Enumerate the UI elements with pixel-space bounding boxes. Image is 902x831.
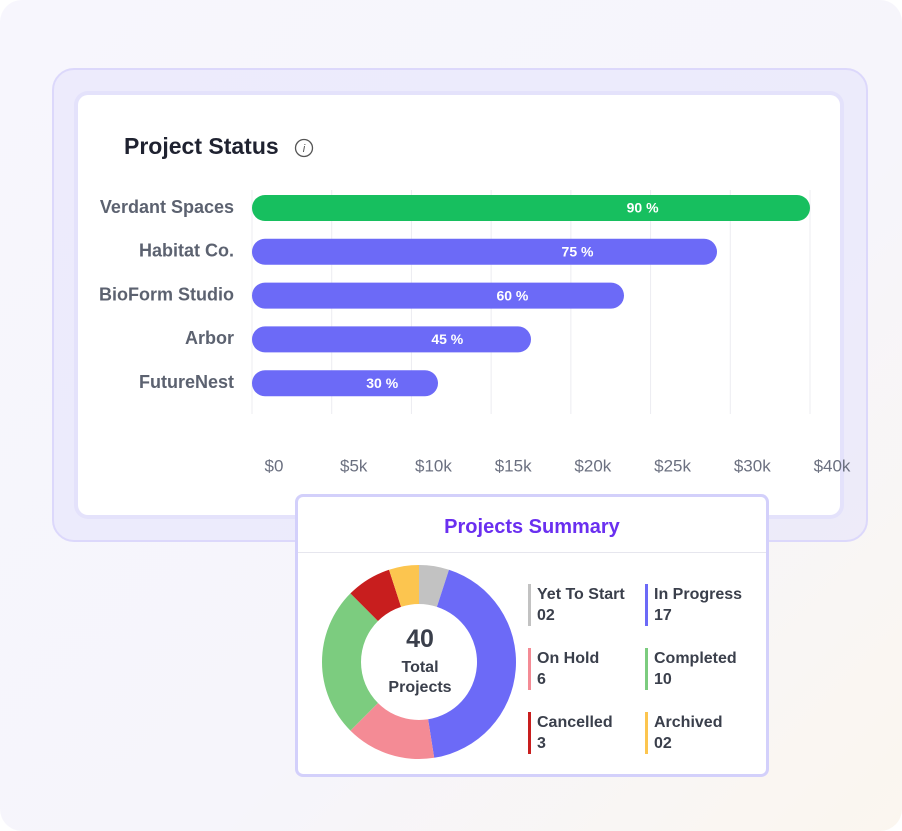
info-icon-glyph: i	[303, 143, 306, 155]
legend-value: 17	[654, 607, 672, 624]
y-tick-label: BioForm Studio	[99, 284, 234, 304]
legend-name: Completed	[654, 650, 737, 667]
donut-slice	[322, 593, 378, 731]
bar-label: 30 %	[366, 375, 398, 391]
total: 40	[406, 625, 434, 653]
bar	[252, 282, 624, 309]
x-tick-label: $15k	[495, 456, 532, 475]
y-tick-label: FutureNest	[139, 372, 234, 392]
legend-name: Archived	[654, 714, 723, 731]
legend-item: In Progress 17	[645, 584, 764, 626]
bar-label: 60 %	[496, 287, 528, 303]
donut-slice	[419, 565, 449, 607]
bar-label: 45 %	[431, 331, 463, 347]
bar	[252, 238, 717, 265]
bar-label: 90 %	[627, 200, 659, 216]
x-tick-label: $25k	[654, 456, 691, 475]
legend-item: Yet To Start 02	[528, 584, 647, 626]
donut-slice	[350, 703, 435, 759]
chart-title: Project Status	[124, 133, 279, 159]
x-tick-label: $40k	[814, 456, 851, 475]
bar	[252, 195, 810, 221]
y-tick-label: Verdant Spaces	[100, 197, 234, 217]
legend-item: Archived 02	[645, 712, 764, 754]
donut-slice	[428, 569, 516, 758]
legend-name: Cancelled	[537, 714, 613, 731]
donut-center: 40 Total Projects	[370, 625, 470, 698]
x-tick-label: $5k	[340, 456, 368, 475]
legend-name: In Progress	[654, 586, 743, 603]
x-tick-label: $30k	[734, 456, 771, 475]
total-label: Total Projects	[388, 659, 452, 696]
legend-value: 02	[654, 735, 672, 752]
legend-name: On Hold	[537, 650, 600, 667]
legend-value: 3	[537, 735, 546, 752]
summary-card: Projects Summary 40 Total Projects Yet T…	[295, 494, 769, 777]
x-tick-label: $0	[265, 456, 284, 475]
bar	[252, 326, 531, 353]
legend-value: 02	[537, 607, 555, 624]
donut-slice	[389, 565, 419, 607]
legend-name: Yet To Start	[537, 586, 625, 603]
legend-item: Completed 10	[645, 648, 764, 690]
x-tick-label: $10k	[415, 456, 452, 475]
y-tick-label: Arbor	[185, 328, 234, 348]
donut-chart	[322, 565, 516, 759]
bar	[252, 370, 438, 397]
legend-value: 10	[654, 671, 672, 688]
x-tick-label: $20k	[574, 456, 611, 475]
y-tick-label: Habitat Co.	[139, 241, 234, 261]
legend-item: On Hold 6	[528, 648, 647, 690]
legend-value: 6	[537, 671, 546, 688]
bar-label: 75 %	[562, 244, 594, 260]
donut-slice	[350, 569, 402, 621]
info-icon[interactable]	[294, 138, 314, 158]
legend-item: Cancelled 3	[528, 712, 647, 754]
summary-title: Projects Summary	[298, 497, 766, 553]
